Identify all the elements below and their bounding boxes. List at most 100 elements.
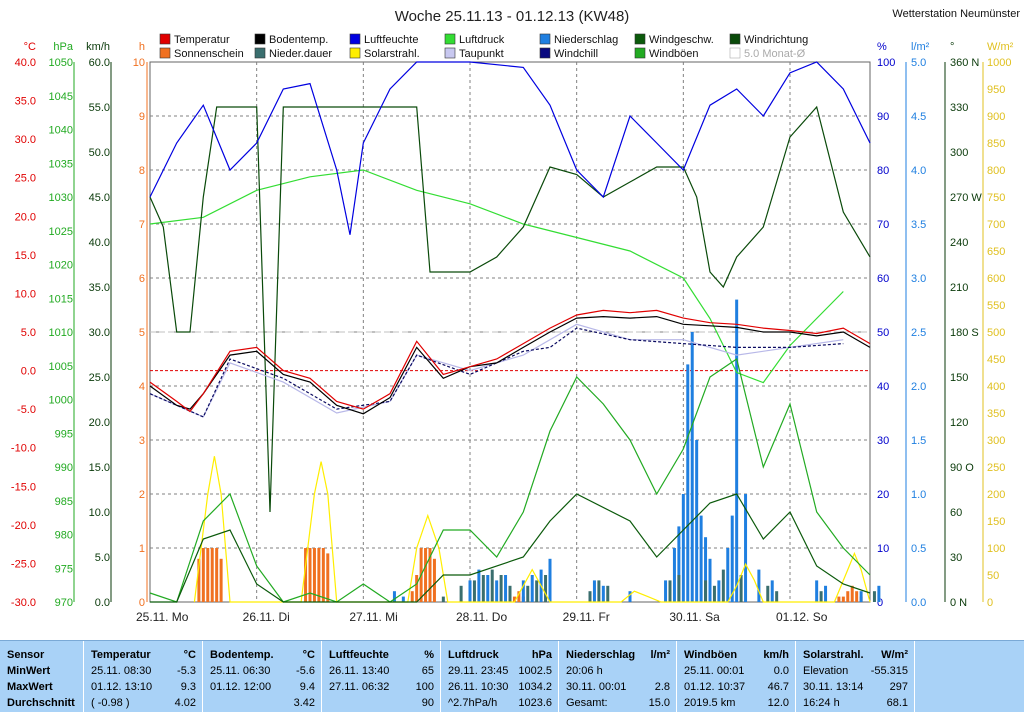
stats-row: 25.11. 06:30 -5.6 — [203, 663, 321, 679]
bar-niederschlag — [530, 575, 534, 602]
stats-header-label: Luftfeuchte — [329, 649, 389, 661]
axis-tick-hours: 9 — [139, 111, 145, 123]
axis-unit-solar: W/m² — [987, 41, 1014, 53]
bar-niederschlag — [548, 558, 552, 602]
stats-row-label: 30.11. 00:01 — [566, 681, 627, 693]
axis-tick-pressure: 1050 — [49, 57, 73, 69]
axis-tick-wind: 25.0 — [89, 372, 110, 384]
axis-tick-solar: 100 — [987, 543, 1005, 555]
legend-label: Luftfeuchte — [364, 34, 418, 46]
axis-tick-temp: -25.0 — [11, 558, 36, 570]
axis-tick-direction: 270 W — [950, 192, 982, 204]
axis-tick-rain: 3.5 — [911, 219, 926, 231]
stats-row-label: Gesamt: — [566, 697, 608, 709]
axis-tick-pressure: 1005 — [49, 361, 73, 373]
bar-niederschlag — [704, 537, 708, 602]
legend-label: Windrichtung — [744, 34, 808, 46]
stats-header-unit: l/m² — [650, 649, 670, 661]
bar-sonnenschein — [317, 548, 321, 602]
bar-sonnenschein — [215, 548, 219, 602]
stats-header: Windböen km/h — [677, 647, 795, 663]
bar-niederdauer — [526, 585, 530, 602]
axis-tick-solar: 400 — [987, 381, 1005, 393]
stats-row-value: 297 — [889, 681, 908, 693]
axis-tick-hours: 1 — [139, 543, 145, 555]
axis-tick-wind: 20.0 — [89, 417, 110, 429]
stats-row-label: 2019.5 km — [684, 697, 736, 709]
legend-swatch — [444, 33, 456, 45]
axis-tick-temp: -15.0 — [11, 481, 36, 493]
bar-niederschlag — [592, 580, 596, 602]
stats-row: 20:06 h — [559, 663, 676, 679]
stats-row: 25.11. 08:30 -5.3 — [84, 663, 202, 679]
stats-row-value: 4.02 — [174, 697, 196, 709]
axis-tick-pressure: 1030 — [49, 192, 73, 204]
stats-header-unit: % — [424, 649, 434, 661]
axis-tick-rain: 4.0 — [911, 165, 926, 177]
stats-row: 90 — [322, 695, 440, 711]
axis-tick-temp: -30.0 — [11, 597, 36, 609]
stats-row: Gesamt: 15.0 — [559, 695, 676, 711]
bar-niederdauer — [668, 580, 672, 602]
bar-sonnenschein — [308, 548, 312, 602]
stats-row-label: 26.11. 10:30 — [448, 681, 509, 693]
stats-row-label: 01.12. 10:37 — [684, 681, 746, 693]
stats-header: Luftdruck hPa — [441, 647, 558, 663]
axis-tick-humidity: 50 — [877, 327, 889, 339]
day-label: 27.11. Mi — [349, 610, 397, 624]
axis-unit-rain: l/m² — [911, 41, 930, 53]
stats-column: Niederschlag l/m² 20:06 h 30.11. 00:01 2.8 Ge… — [559, 641, 677, 713]
bar-niederdauer — [535, 580, 539, 602]
axis-tick-temp: 10.0 — [15, 288, 36, 300]
left-axes: °C40.035.030.025.020.015.010.05.00.0-5.0… — [11, 41, 148, 609]
axis-tick-pressure: 1045 — [49, 91, 73, 103]
stats-row-value: 3.42 — [293, 697, 315, 709]
bar-sonnenschein — [841, 596, 845, 602]
axis-tick-solar: 1000 — [987, 57, 1011, 69]
stats-row-label: MinWert — [7, 665, 51, 677]
axis-tick-temp: -5.0 — [17, 404, 36, 416]
bar-niederschlag — [859, 591, 863, 602]
chart-title: Woche 25.11.13 - 01.12.13 (KW48) — [395, 8, 630, 25]
bar-sonnenschein — [432, 558, 436, 602]
axis-tick-rain: 1.0 — [911, 489, 926, 501]
bar-sonnenschein — [837, 596, 841, 602]
axis-tick-humidity: 10 — [877, 543, 889, 555]
bar-sonnenschein — [219, 558, 223, 602]
bar-niederschlag — [495, 580, 499, 602]
axis-tick-wind: 40.0 — [89, 237, 110, 249]
stats-row: ^2.7hPa/h 1023.6 — [441, 695, 558, 711]
statistics-panel: Sensor MinWert MaxWert Durchschnitt Temperat… — [0, 640, 1024, 713]
bar-niederschlag — [664, 580, 668, 602]
axis-tick-solar: 700 — [987, 219, 1005, 231]
axis-tick-wind: 50.0 — [89, 147, 110, 159]
stats-row: 26.11. 10:30 1034.2 — [441, 679, 558, 695]
axis-tick-wind: 5.0 — [95, 552, 110, 564]
day-axis: 25.11. Mo 26.11. Di 27.11. Mi 28.11. Do 29.1… — [136, 610, 828, 624]
axis-tick-direction: 0 N — [950, 597, 967, 609]
axis-tick-rain: 4.5 — [911, 111, 926, 123]
stats-column: Temperatur °C 25.11. 08:30 -5.3 01.12. 13:10… — [84, 641, 203, 713]
stats-header-unit: °C — [302, 649, 315, 661]
bar-niederschlag — [730, 515, 734, 602]
legend-swatch — [254, 33, 266, 45]
day-label: 26.11. Di — [243, 610, 290, 624]
bar-sonnenschein — [512, 596, 516, 602]
stats-row-value: 46.7 — [767, 681, 789, 693]
axis-tick-humidity: 90 — [877, 111, 889, 123]
stats-row: MaxWert — [0, 679, 83, 695]
stats-row-value: 90 — [421, 697, 434, 709]
axis-tick-temp: 0.0 — [21, 366, 36, 378]
axis-tick-humidity: 30 — [877, 435, 889, 447]
stats-row-label: 20:06 h — [566, 665, 603, 677]
stats-row-label: Durchschnitt — [7, 697, 75, 709]
day-label: 25.11. Mo — [136, 610, 189, 624]
bar-niederdauer — [712, 585, 716, 602]
legend-swatch — [729, 33, 741, 45]
bar-sonnenschein — [312, 548, 316, 602]
legend-label: Solarstrahl. — [364, 48, 420, 60]
axis-tick-rain: 3.0 — [911, 273, 926, 285]
line-bodentemp — [149, 315, 871, 415]
axis-tick-wind: 15.0 — [89, 462, 110, 474]
legend-swatch — [444, 47, 456, 59]
